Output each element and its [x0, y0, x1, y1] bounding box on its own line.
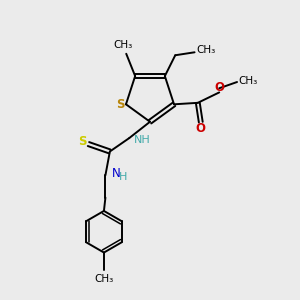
Text: S: S — [116, 98, 125, 111]
Text: CH₃: CH₃ — [239, 76, 258, 85]
Text: O: O — [196, 122, 206, 135]
Text: CH₃: CH₃ — [196, 45, 215, 55]
Text: O: O — [214, 81, 224, 94]
Text: CH₃: CH₃ — [94, 274, 114, 284]
Text: NH: NH — [134, 135, 151, 145]
Text: CH₃: CH₃ — [114, 40, 133, 50]
Text: S: S — [78, 135, 86, 148]
Text: H: H — [119, 172, 128, 182]
Text: N: N — [112, 167, 121, 180]
